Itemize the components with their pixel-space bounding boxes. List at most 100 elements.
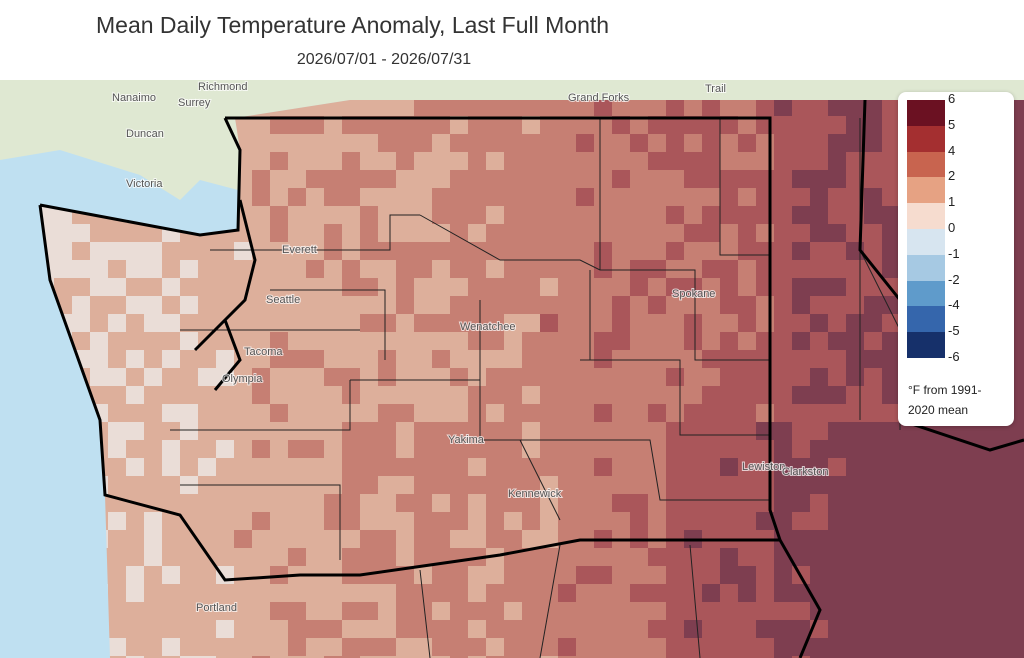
anomaly-cell xyxy=(396,440,414,458)
anomaly-cell xyxy=(648,584,666,602)
anomaly-cell xyxy=(450,116,468,134)
anomaly-cell xyxy=(612,242,630,260)
anomaly-cell xyxy=(810,100,828,116)
anomaly-cell xyxy=(342,422,360,440)
anomaly-cell xyxy=(198,602,216,620)
anomaly-cell xyxy=(198,656,216,658)
place-label: Kennewick xyxy=(508,488,562,500)
anomaly-cell xyxy=(486,656,504,658)
anomaly-cell xyxy=(90,296,108,314)
anomaly-cell xyxy=(414,332,432,350)
anomaly-cell xyxy=(450,476,468,494)
anomaly-cell xyxy=(720,386,738,404)
anomaly-cell xyxy=(324,278,342,296)
anomaly-cell xyxy=(702,512,720,530)
anomaly-cell xyxy=(594,584,612,602)
anomaly-cell xyxy=(576,278,594,296)
anomaly-cell xyxy=(720,332,738,350)
anomaly-cell xyxy=(702,224,720,242)
anomaly-cell xyxy=(396,620,414,638)
anomaly-cell xyxy=(738,476,756,494)
anomaly-cell xyxy=(612,620,630,638)
anomaly-cell xyxy=(324,134,342,152)
anomaly-cell xyxy=(270,368,288,386)
anomaly-cell xyxy=(792,314,810,332)
anomaly-cell xyxy=(738,332,756,350)
anomaly-cell xyxy=(450,332,468,350)
anomaly-cell xyxy=(378,206,396,224)
anomaly-cell xyxy=(396,278,414,296)
anomaly-cell xyxy=(252,422,270,440)
anomaly-cell xyxy=(918,494,936,512)
anomaly-cell xyxy=(360,314,378,332)
anomaly-cell xyxy=(198,368,216,386)
anomaly-cell xyxy=(324,386,342,404)
anomaly-cell xyxy=(180,494,198,512)
anomaly-cell xyxy=(828,170,846,188)
anomaly-cell xyxy=(630,602,648,620)
anomaly-cell xyxy=(882,584,900,602)
anomaly-cell xyxy=(846,422,864,440)
anomaly-cell xyxy=(432,206,450,224)
anomaly-cell xyxy=(864,116,882,134)
anomaly-cell xyxy=(594,440,612,458)
anomaly-cell xyxy=(486,100,504,116)
county-lines xyxy=(170,118,901,658)
anomaly-cell xyxy=(270,458,288,476)
anomaly-cell xyxy=(846,476,864,494)
anomaly-cell xyxy=(738,602,756,620)
anomaly-cell xyxy=(468,656,486,658)
anomaly-cell xyxy=(108,350,126,368)
anomaly-cell xyxy=(558,638,576,656)
anomaly-cell xyxy=(702,296,720,314)
anomaly-cell xyxy=(306,332,324,350)
anomaly-cell xyxy=(612,638,630,656)
anomaly-cell xyxy=(936,458,954,476)
anomaly-cell xyxy=(306,530,324,548)
anomaly-cell xyxy=(522,152,540,170)
anomaly-cell xyxy=(486,620,504,638)
anomaly-cell xyxy=(288,350,306,368)
anomaly-cell xyxy=(198,512,216,530)
anomaly-cell xyxy=(792,100,810,116)
anomaly-cell xyxy=(540,116,558,134)
anomaly-cell xyxy=(1008,656,1024,658)
anomaly-cell xyxy=(828,368,846,386)
anomaly-cell xyxy=(360,170,378,188)
anomaly-cell xyxy=(648,602,666,620)
anomaly-cell xyxy=(432,530,450,548)
anomaly-cell xyxy=(270,620,288,638)
anomaly-cell xyxy=(432,656,450,658)
anomaly-cell xyxy=(594,170,612,188)
anomaly-cell xyxy=(144,620,162,638)
legend-swatch xyxy=(907,100,945,126)
anomaly-cell xyxy=(666,350,684,368)
anomaly-cell xyxy=(270,494,288,512)
anomaly-cell xyxy=(1008,548,1024,566)
place-label: Lewiston xyxy=(742,461,785,473)
anomaly-cell xyxy=(288,656,306,658)
anomaly-cell xyxy=(540,620,558,638)
anomaly-cell xyxy=(846,620,864,638)
anomaly-cell xyxy=(522,548,540,566)
anomaly-cell xyxy=(90,242,108,260)
anomaly-cell xyxy=(324,458,342,476)
anomaly-cell xyxy=(630,548,648,566)
anomaly-cell xyxy=(108,602,126,620)
anomaly-cell xyxy=(882,152,900,170)
anomaly-cell xyxy=(684,242,702,260)
anomaly-cell xyxy=(522,422,540,440)
anomaly-cell xyxy=(432,278,450,296)
anomaly-cell xyxy=(522,386,540,404)
anomaly-cell xyxy=(162,404,180,422)
anomaly-cell xyxy=(504,368,522,386)
anomaly-cell xyxy=(234,548,252,566)
anomaly-cell xyxy=(324,602,342,620)
anomaly-cell xyxy=(684,602,702,620)
anomaly-cell xyxy=(558,350,576,368)
anomaly-cell xyxy=(270,512,288,530)
anomaly-cell xyxy=(738,296,756,314)
anomaly-cell xyxy=(954,548,972,566)
anomaly-cell xyxy=(666,206,684,224)
anomaly-cell xyxy=(252,152,270,170)
